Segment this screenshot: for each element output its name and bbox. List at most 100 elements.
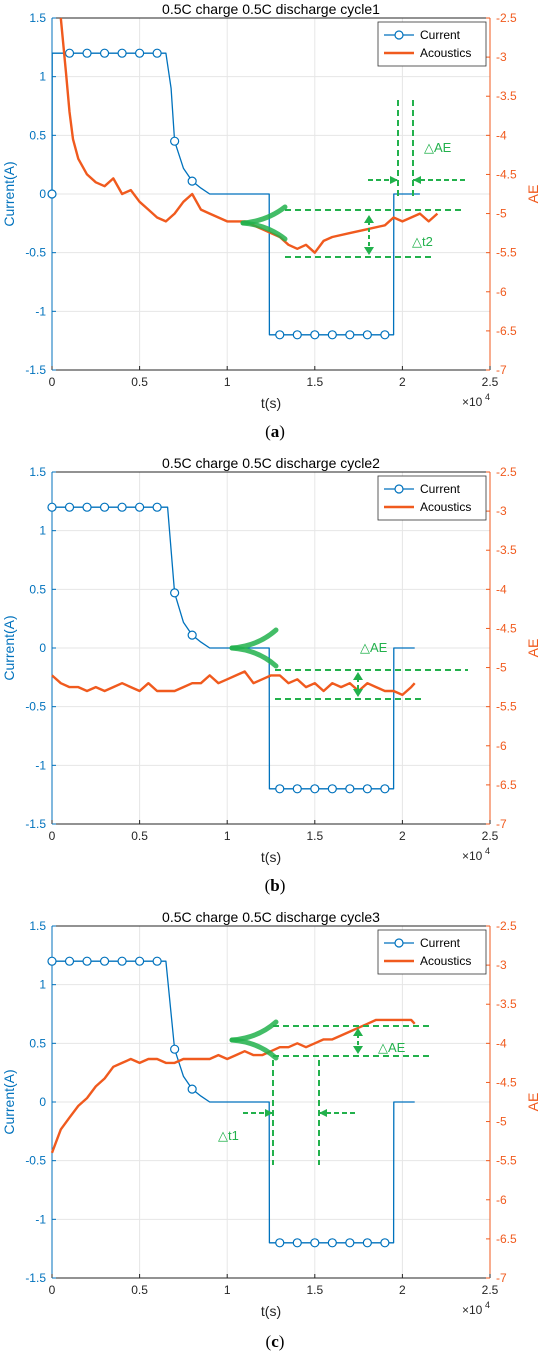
series-marker-current [99, 956, 110, 966]
chart-a-svg: 0 0.5 1 1.5 2 2.5 -1.5 -1 -0.5 0 0.5 1 1.5 -7 -6.5 -6 -5… [1, 1, 541, 411]
legend-marker [394, 30, 404, 40]
series-marker-current [135, 502, 145, 512]
series-marker-current [170, 136, 180, 146]
chart-b-svg: 0 0.5 1 1.5 2 2.5 -1.5 -1 -0.5 0 0.5 1 1.5 -7 -6.5 -6 -5… [1, 455, 541, 865]
chart-title: 0.5C charge 0.5C discharge cycle2 [162, 455, 380, 471]
annotation-label: △AE [424, 140, 452, 155]
x-tick-label: 1.5 [306, 829, 323, 843]
series-marker-current [187, 630, 197, 640]
y-right-axis-label: AE [525, 185, 541, 204]
y-right-tick-label: -3.5 [496, 89, 517, 103]
x-exponent-label: ×10 [462, 1303, 483, 1317]
series-marker-current [345, 1238, 355, 1248]
series-marker-current [187, 176, 197, 186]
annotation-label: △t1 [218, 1128, 239, 1143]
annotation-arrowhead [319, 1109, 327, 1117]
y-right-tick-label: -3.5 [496, 997, 517, 1011]
series-marker-current [64, 956, 75, 966]
y-right-tick-label: -6.5 [496, 778, 517, 792]
y-left-tick-label: -1.5 [25, 363, 46, 377]
y-left-tick-label: 0 [39, 187, 46, 201]
annotation-arrowhead [265, 1109, 273, 1117]
series-marker-current [47, 189, 57, 199]
y-left-tick-label: -1 [35, 304, 46, 318]
y-right-tick-label: -4.5 [496, 167, 517, 181]
caption-a: (a) [265, 422, 285, 441]
caption-b: (b) [264, 876, 286, 895]
y-right-tick-label: -3 [496, 958, 507, 972]
annotation-arc [229, 1037, 279, 1061]
y-right-tick-label: -6.5 [496, 1232, 517, 1246]
x-exponent-power: 4 [485, 1300, 490, 1310]
x-tick-label: 2 [399, 829, 406, 843]
y-left-tick-label: -1 [35, 758, 46, 772]
legend-label-acoustics: Acoustics [420, 46, 471, 60]
y-right-tick-label: -6.5 [496, 324, 517, 338]
y-left-tick-label: 1.5 [29, 465, 46, 479]
series-marker-current [187, 1084, 197, 1094]
y-right-tick-label: -5 [496, 207, 507, 221]
series-marker-current [327, 330, 337, 340]
x-tick-label: 0.5 [131, 375, 148, 389]
series-marker-current [275, 784, 285, 794]
y-right-tick-label: -4.5 [496, 1075, 517, 1089]
y-right-tick-label: -4 [496, 582, 507, 596]
x-tick-label: 2 [399, 375, 406, 389]
series-marker-current [82, 956, 92, 966]
y-right-axis-label: AE [525, 1093, 541, 1112]
series-marker-current [362, 784, 372, 794]
annotation-arrowhead [353, 1046, 363, 1054]
y-right-tick-label: -2.5 [496, 11, 517, 25]
series-marker-current [310, 330, 320, 340]
annotation-arrowhead [353, 672, 363, 680]
y-right-axis-label: AE [525, 639, 541, 658]
y-right-tick-label: -6 [496, 285, 507, 299]
x-exponent-label: ×10 [462, 395, 483, 409]
y-right-tick-label: -7 [496, 817, 507, 831]
series-marker-current [64, 48, 75, 58]
y-left-axis-label: Current(A) [1, 161, 17, 226]
x-axis-label: t(s) [261, 849, 281, 865]
series-marker-current [362, 330, 372, 340]
x-tick-label: 1.5 [306, 1283, 323, 1297]
annotation-label: △AE [378, 1040, 406, 1055]
legend-box [377, 21, 487, 67]
annotation-label: △t2 [412, 234, 433, 249]
y-right-tick-label: -3 [496, 50, 507, 64]
chart-title: 0.5C charge 0.5C discharge cycle3 [162, 909, 380, 925]
annotation-arrowhead [364, 215, 374, 223]
y-right-tick-label: -7 [496, 363, 507, 377]
series-marker-current [380, 784, 390, 794]
y-right-tick-label: -3 [496, 504, 507, 518]
x-tick-label: 0 [49, 1283, 56, 1297]
y-right-tick-label: -6 [496, 739, 507, 753]
legend-box [377, 475, 487, 521]
y-left-tick-label: 1.5 [29, 919, 46, 933]
series-marker-current [64, 502, 75, 512]
chart-panel-c: 0 0.5 1 1.5 2 2.5 -1.5 -1 -0.5 0 0.5 1 1.5 -7 -6.5 -6 -5… [0, 908, 550, 1362]
y-left-tick-label: -1 [35, 1212, 46, 1226]
series-marker-current [310, 1238, 320, 1248]
y-right-tick-label: -2.5 [496, 919, 517, 933]
x-exponent-power: 4 [485, 392, 490, 402]
series-marker-current [152, 48, 162, 58]
x-tick-label: 0.5 [131, 829, 148, 843]
y-left-tick-label: -0.5 [25, 246, 46, 260]
series-marker-current [117, 48, 127, 58]
y-right-tick-label: -3.5 [496, 543, 517, 557]
series-marker-current [135, 956, 145, 966]
y-left-tick-label: 1 [39, 70, 46, 84]
x-tick-label: 1.5 [306, 375, 323, 389]
annotation-arrowhead [353, 1028, 363, 1036]
annotation-arrowhead [353, 689, 363, 697]
x-tick-label: 1 [224, 375, 231, 389]
legend-label-current: Current [420, 28, 461, 42]
series-marker-current [327, 1238, 337, 1248]
y-left-tick-label: 1.5 [29, 11, 46, 25]
chart-panel-b: 0 0.5 1 1.5 2 2.5 -1.5 -1 -0.5 0 0.5 1 1.5 -7 -6.5 -6 -5… [0, 454, 550, 908]
series-marker-current [99, 502, 110, 512]
x-axis-label: t(s) [261, 1303, 281, 1319]
legend-marker [394, 484, 404, 494]
y-right-tick-label: -5 [496, 661, 507, 675]
series-marker-current [275, 330, 285, 340]
